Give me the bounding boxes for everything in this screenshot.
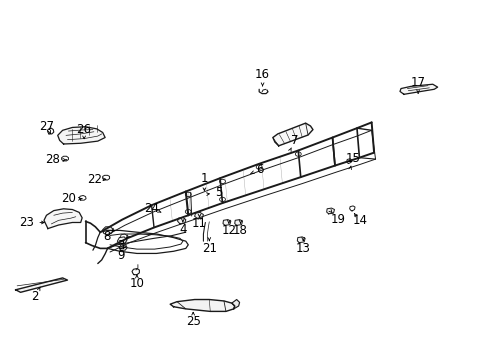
Polygon shape: [234, 220, 242, 225]
Polygon shape: [44, 209, 82, 229]
Polygon shape: [58, 127, 105, 144]
Text: 28: 28: [45, 153, 60, 166]
Polygon shape: [326, 208, 334, 214]
Text: 6: 6: [256, 163, 264, 176]
Polygon shape: [231, 300, 239, 309]
Text: 13: 13: [295, 242, 310, 255]
Text: 17: 17: [410, 76, 425, 89]
Polygon shape: [119, 245, 127, 250]
Text: 12: 12: [221, 224, 236, 237]
Text: 4: 4: [179, 223, 186, 236]
Polygon shape: [297, 237, 305, 243]
Text: 10: 10: [129, 277, 144, 290]
Polygon shape: [117, 237, 127, 244]
Polygon shape: [399, 84, 437, 94]
Text: 3: 3: [117, 239, 125, 252]
Text: 26: 26: [77, 123, 91, 136]
Polygon shape: [16, 278, 67, 292]
Text: 22: 22: [87, 173, 102, 186]
Text: 16: 16: [255, 68, 269, 81]
Text: 27: 27: [40, 120, 54, 132]
Text: 9: 9: [117, 249, 125, 262]
Text: 1: 1: [200, 172, 208, 185]
Text: 15: 15: [345, 152, 360, 165]
Text: 14: 14: [352, 214, 366, 227]
Polygon shape: [170, 300, 234, 311]
Text: 7: 7: [290, 134, 298, 147]
Text: 24: 24: [144, 202, 159, 215]
Text: 18: 18: [233, 224, 247, 237]
Text: 8: 8: [102, 230, 110, 243]
Text: 2: 2: [31, 291, 39, 303]
Text: 11: 11: [192, 217, 206, 230]
Polygon shape: [272, 123, 312, 146]
Polygon shape: [177, 217, 185, 224]
Text: 25: 25: [185, 315, 200, 328]
Text: 19: 19: [330, 213, 345, 226]
Text: 20: 20: [61, 192, 76, 205]
Text: 5: 5: [214, 186, 222, 199]
Polygon shape: [223, 220, 230, 225]
Polygon shape: [102, 227, 113, 235]
Polygon shape: [194, 212, 203, 219]
Text: 23: 23: [19, 216, 34, 229]
Text: 21: 21: [202, 242, 216, 255]
